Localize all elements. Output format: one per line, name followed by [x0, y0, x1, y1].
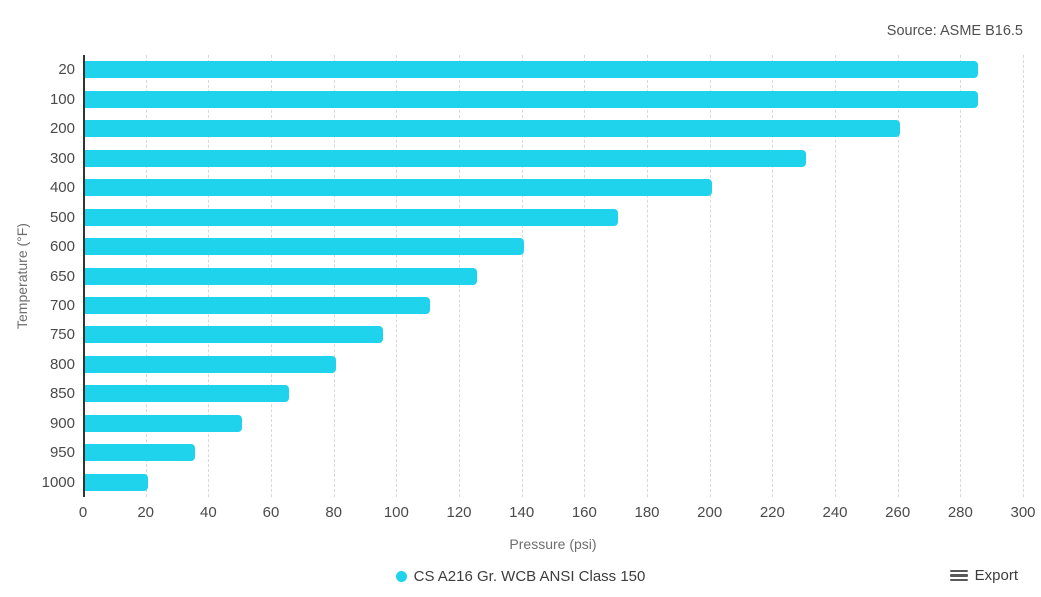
plot-area: [83, 55, 1024, 497]
bar[interactable]: [85, 179, 712, 197]
y-tick-label: 900: [49, 414, 75, 432]
x-tick-label: 280: [947, 504, 973, 521]
bar[interactable]: [85, 444, 195, 462]
x-tick-label: 20: [137, 504, 154, 521]
bar[interactable]: [85, 238, 524, 256]
x-tick-label: 100: [383, 504, 409, 521]
y-tick-label: 1000: [41, 473, 75, 491]
legend-label: CS A216 Gr. WCB ANSI Class 150: [413, 568, 646, 585]
y-tick-label: 700: [49, 296, 75, 314]
gridline: [772, 55, 774, 497]
gridline: [1023, 55, 1024, 497]
bar[interactable]: [85, 326, 383, 344]
bar[interactable]: [85, 90, 978, 108]
gridline: [960, 55, 962, 497]
x-tick-label: 40: [199, 504, 217, 521]
gridline: [584, 55, 586, 497]
y-tick-label: 500: [49, 208, 75, 226]
y-tick-label: 400: [49, 179, 75, 197]
x-tick-label: 220: [759, 504, 785, 521]
x-tick-label: 160: [571, 504, 597, 521]
x-tick-label: 180: [634, 504, 660, 521]
bar[interactable]: [85, 267, 477, 285]
x-tick-label: 240: [822, 504, 848, 521]
x-tick-label: 80: [325, 504, 342, 521]
x-tick-label: 260: [885, 504, 911, 521]
bar[interactable]: [85, 208, 618, 226]
legend: CS A216 Gr. WCB ANSI Class 150: [0, 568, 1041, 585]
gridline: [647, 55, 648, 497]
gridline: [835, 55, 836, 497]
x-tick-label: 200: [697, 504, 723, 521]
export-label: Export: [974, 567, 1018, 584]
gridline: [897, 55, 899, 497]
gridline: [521, 55, 523, 497]
bar[interactable]: [85, 355, 336, 373]
hamburger-menu-icon: [949, 569, 968, 582]
bar[interactable]: [85, 61, 978, 79]
x-tick-label: 120: [446, 504, 472, 521]
export-button[interactable]: Export: [949, 567, 1018, 584]
y-tick-label: 650: [49, 267, 75, 285]
x-axis-title: Pressure (psi): [509, 536, 597, 552]
x-tick-label: 140: [509, 504, 535, 521]
source-label: Source: ASME B16.5: [886, 23, 1023, 39]
gridline: [709, 55, 711, 497]
bar[interactable]: [85, 149, 806, 167]
y-tick-label: 950: [49, 444, 75, 462]
y-tick-label: 300: [49, 149, 75, 167]
y-tick-label: 750: [49, 326, 75, 344]
x-tick-label: 60: [262, 504, 280, 521]
bar[interactable]: [85, 385, 289, 403]
y-tick-label: 850: [49, 385, 75, 403]
bar[interactable]: [85, 120, 900, 138]
x-tick-label: 300: [1010, 504, 1036, 521]
x-tick-label: 0: [78, 504, 88, 521]
legend-item[interactable]: CS A216 Gr. WCB ANSI Class 150: [395, 568, 646, 585]
bar[interactable]: [85, 414, 242, 432]
y-tick-label: 600: [49, 238, 75, 256]
bar[interactable]: [85, 473, 148, 491]
y-tick-label: 200: [49, 120, 75, 138]
bar[interactable]: [85, 296, 430, 314]
legend-marker-icon: [395, 571, 407, 582]
y-tick-label: 20: [58, 61, 75, 79]
y-tick-label: 100: [49, 90, 75, 108]
y-tick-label: 800: [49, 355, 75, 373]
